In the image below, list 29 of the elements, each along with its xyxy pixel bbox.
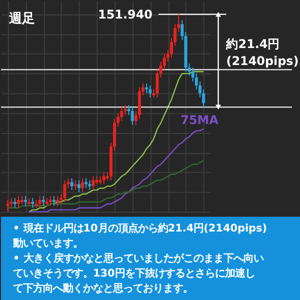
annotation: 151.940 (98, 7, 152, 22)
candlestick (38, 196, 42, 208)
text: • 現在ドル円は10月の頂点から約21.4円(2140pips)動いています。 (12, 222, 268, 250)
candlestick (52, 196, 56, 206)
candlestick (42, 196, 45, 206)
series-label: 75MA (180, 112, 220, 127)
candlestick (74, 180, 77, 191)
candlestick (77, 180, 80, 193)
candlestick (84, 178, 88, 189)
candlestick (31, 197, 34, 208)
candlestick (66, 178, 70, 189)
candlestick (16, 196, 20, 208)
chart-title: 週足 (8, 11, 35, 26)
candlestick (145, 82, 148, 94)
candlestick (10, 197, 13, 208)
candlestick (148, 84, 152, 98)
candlestick (88, 180, 92, 191)
candlestick (48, 196, 52, 206)
candlestick (81, 178, 84, 193)
candlestick (130, 106, 134, 126)
candlestick (13, 197, 16, 208)
text: • 大きく戻すかなと思っていましたがこのまま下へ向いていきそうです。130円を下抜けするとさらに加速して下方向へ動くかなと思っております。 (12, 252, 264, 295)
candlestick (63, 180, 66, 202)
candlestick (92, 176, 95, 191)
text: 約21.4円 (2140pips) (225, 37, 299, 68)
candlestick (56, 196, 60, 206)
candlestick (6, 199, 10, 212)
candlestick (24, 196, 28, 206)
candlestick (70, 178, 74, 191)
